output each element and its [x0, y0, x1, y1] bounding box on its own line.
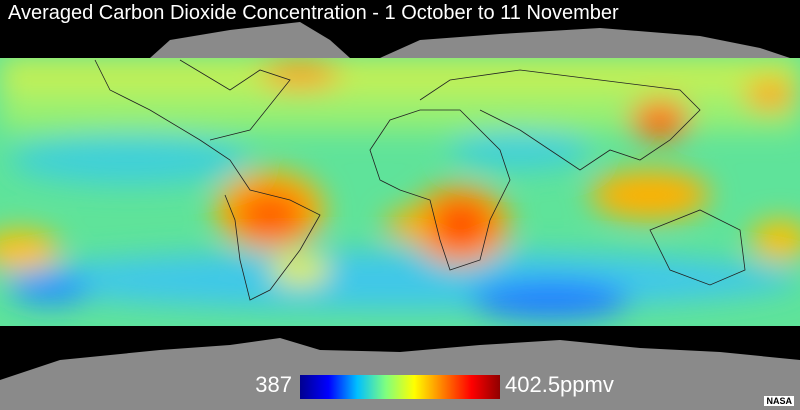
colorbar: [300, 375, 500, 399]
antarctica: [0, 338, 800, 410]
arctic-land: [150, 22, 350, 58]
colorbar-min-label: 387: [255, 372, 292, 397]
map-title: Averaged Carbon Dioxide Concentration - …: [8, 2, 619, 24]
co2-field: [0, 58, 800, 326]
arctic-land: [380, 28, 790, 58]
credit: NASA: [764, 396, 794, 406]
colorbar-max-label: 402.5ppmv: [505, 372, 614, 397]
